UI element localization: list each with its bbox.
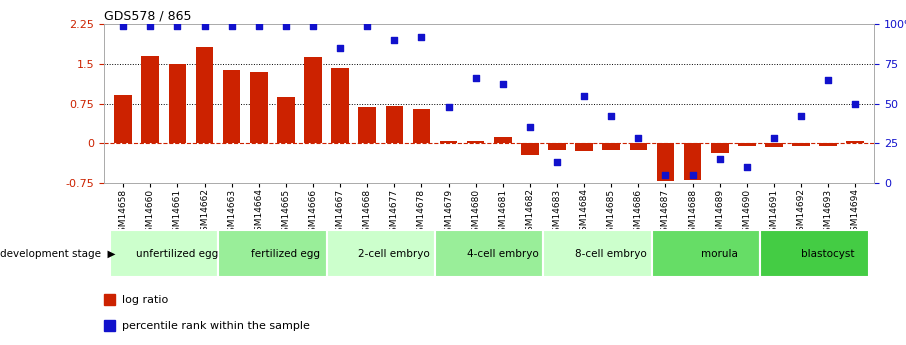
Bar bbox=[223, 70, 240, 143]
Point bbox=[441, 104, 456, 109]
Text: morula: morula bbox=[701, 249, 738, 258]
Point bbox=[170, 23, 185, 29]
Point bbox=[659, 172, 673, 178]
Bar bbox=[684, 143, 701, 180]
Bar bbox=[114, 95, 132, 143]
FancyBboxPatch shape bbox=[326, 230, 435, 277]
Point bbox=[143, 23, 158, 29]
Point bbox=[279, 23, 294, 29]
Point bbox=[848, 101, 863, 106]
Point bbox=[225, 23, 239, 29]
Bar bbox=[602, 143, 620, 149]
Point bbox=[252, 23, 266, 29]
Bar bbox=[657, 143, 674, 181]
Bar bbox=[548, 143, 566, 149]
Bar bbox=[332, 68, 349, 143]
Point bbox=[766, 136, 781, 141]
Point bbox=[305, 23, 320, 29]
Point bbox=[523, 125, 537, 130]
Bar bbox=[386, 106, 403, 143]
Text: development stage  ▶: development stage ▶ bbox=[0, 249, 115, 258]
Point bbox=[712, 156, 727, 162]
Text: percentile rank within the sample: percentile rank within the sample bbox=[122, 321, 310, 331]
Bar bbox=[630, 143, 647, 149]
Point bbox=[794, 114, 808, 119]
Bar bbox=[250, 72, 267, 143]
Text: 4-cell embryo: 4-cell embryo bbox=[467, 249, 539, 258]
Point bbox=[468, 75, 483, 81]
FancyBboxPatch shape bbox=[435, 230, 544, 277]
Point bbox=[739, 164, 754, 170]
Text: GDS578 / 865: GDS578 / 865 bbox=[104, 10, 192, 23]
Text: blastocyst: blastocyst bbox=[802, 249, 855, 258]
Text: unfertilized egg: unfertilized egg bbox=[136, 249, 218, 258]
Bar bbox=[766, 143, 783, 147]
FancyBboxPatch shape bbox=[218, 230, 326, 277]
Bar bbox=[412, 109, 430, 143]
Point bbox=[360, 23, 374, 29]
Bar bbox=[521, 143, 539, 155]
Text: 8-cell embryo: 8-cell embryo bbox=[575, 249, 647, 258]
Point bbox=[631, 136, 646, 141]
Bar bbox=[575, 143, 593, 151]
Bar bbox=[467, 140, 485, 143]
Bar bbox=[792, 143, 810, 146]
Bar bbox=[196, 47, 213, 143]
Bar bbox=[141, 56, 159, 143]
FancyBboxPatch shape bbox=[760, 230, 869, 277]
Bar bbox=[439, 140, 458, 143]
Point bbox=[333, 45, 347, 51]
Bar bbox=[819, 143, 837, 146]
Text: log ratio: log ratio bbox=[122, 295, 169, 305]
Bar bbox=[359, 107, 376, 143]
Text: 2-cell embryo: 2-cell embryo bbox=[359, 249, 430, 258]
Bar bbox=[846, 140, 864, 143]
Point bbox=[604, 114, 619, 119]
Bar bbox=[277, 97, 294, 143]
Point bbox=[414, 34, 429, 40]
FancyBboxPatch shape bbox=[652, 230, 760, 277]
Point bbox=[116, 23, 130, 29]
Point bbox=[685, 172, 699, 178]
Bar bbox=[169, 64, 187, 143]
Bar bbox=[494, 137, 512, 143]
FancyBboxPatch shape bbox=[544, 230, 652, 277]
Point bbox=[198, 23, 212, 29]
Bar bbox=[738, 143, 756, 146]
Point bbox=[387, 37, 401, 43]
Bar bbox=[711, 143, 728, 153]
Point bbox=[550, 159, 564, 165]
Point bbox=[577, 93, 592, 98]
Point bbox=[821, 77, 835, 82]
Bar bbox=[304, 58, 322, 143]
Point bbox=[496, 82, 510, 87]
FancyBboxPatch shape bbox=[110, 230, 218, 277]
Text: fertilized egg: fertilized egg bbox=[251, 249, 321, 258]
